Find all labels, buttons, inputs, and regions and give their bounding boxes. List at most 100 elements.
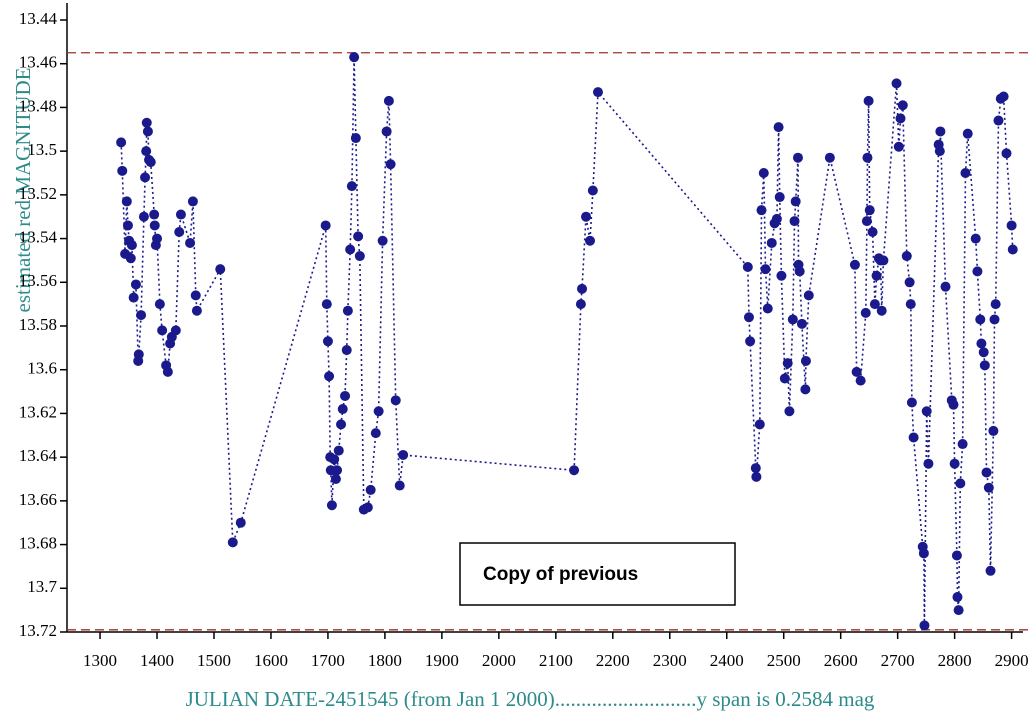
data-point bbox=[906, 397, 917, 408]
data-point bbox=[330, 474, 341, 484]
data-point bbox=[985, 565, 996, 576]
data-point bbox=[585, 235, 596, 246]
data-point bbox=[893, 141, 904, 152]
data-point bbox=[130, 279, 141, 290]
data-point bbox=[133, 349, 144, 360]
data-point bbox=[955, 478, 966, 489]
data-point bbox=[1001, 148, 1012, 159]
data-point bbox=[904, 277, 915, 288]
data-point bbox=[326, 500, 337, 511]
data-point bbox=[121, 196, 132, 207]
y-tick-label: 13.64 bbox=[19, 446, 58, 465]
data-point bbox=[951, 550, 962, 561]
data-point bbox=[962, 128, 973, 139]
data-point bbox=[895, 113, 906, 124]
data-point bbox=[800, 355, 811, 366]
data-point bbox=[1006, 220, 1017, 231]
data-point bbox=[157, 325, 168, 336]
data-point bbox=[142, 126, 153, 137]
data-point bbox=[154, 299, 165, 310]
data-point bbox=[864, 205, 875, 216]
data-point bbox=[919, 620, 930, 631]
data-point bbox=[800, 384, 811, 395]
data-point bbox=[988, 425, 999, 436]
data-point bbox=[891, 78, 902, 89]
data-point bbox=[215, 264, 226, 275]
data-point bbox=[381, 126, 392, 137]
data-point bbox=[758, 168, 769, 178]
data-point bbox=[952, 592, 963, 603]
data-point bbox=[385, 159, 396, 170]
data-point bbox=[324, 371, 335, 382]
data-point bbox=[766, 237, 777, 248]
data-point bbox=[993, 115, 1004, 126]
data-point bbox=[742, 261, 753, 272]
data-point bbox=[789, 216, 800, 227]
data-point bbox=[353, 231, 364, 242]
data-point bbox=[362, 502, 373, 513]
data-point bbox=[187, 196, 198, 207]
data-point bbox=[782, 358, 793, 369]
data-point bbox=[136, 310, 147, 321]
y-tick-label: 13.66 bbox=[19, 490, 57, 509]
data-point bbox=[876, 305, 887, 316]
data-point bbox=[990, 299, 1001, 310]
x-tick-label: 2700 bbox=[881, 651, 915, 670]
data-point bbox=[779, 373, 790, 384]
y-tick-label: 13.54 bbox=[19, 227, 58, 246]
data-point bbox=[861, 216, 872, 227]
y-tick-label: 13.58 bbox=[19, 315, 57, 334]
x-tick-label: 2400 bbox=[710, 651, 744, 670]
data-point bbox=[918, 548, 929, 559]
data-point bbox=[774, 192, 785, 203]
data-point bbox=[170, 325, 181, 336]
data-point bbox=[935, 126, 946, 137]
data-point bbox=[979, 360, 990, 371]
data-point bbox=[149, 220, 160, 231]
data-point bbox=[750, 463, 761, 474]
data-point bbox=[145, 157, 156, 168]
data-point bbox=[762, 303, 773, 314]
x-tick-label: 2800 bbox=[938, 651, 972, 670]
data-point bbox=[141, 117, 152, 128]
data-point bbox=[383, 95, 394, 106]
y-axis-title: estimated red MAGNITUDE bbox=[11, 68, 35, 313]
y-tick-label: 13.46 bbox=[19, 53, 57, 72]
data-point bbox=[751, 471, 762, 482]
data-point bbox=[332, 465, 343, 476]
data-point bbox=[760, 264, 771, 275]
data-point bbox=[976, 338, 987, 349]
data-point bbox=[398, 449, 409, 460]
data-point bbox=[824, 152, 835, 163]
data-point bbox=[975, 314, 986, 325]
data-point bbox=[923, 458, 934, 469]
x-tick-label: 1700 bbox=[311, 651, 345, 670]
y-tick-label: 13.52 bbox=[19, 184, 57, 203]
data-point bbox=[773, 122, 784, 133]
data-point bbox=[190, 290, 201, 301]
data-point bbox=[577, 283, 588, 294]
data-point bbox=[152, 233, 163, 244]
data-point bbox=[373, 406, 384, 417]
x-tick-label: 2200 bbox=[596, 651, 630, 670]
data-point bbox=[869, 299, 880, 310]
data-point bbox=[743, 312, 754, 323]
data-point bbox=[792, 152, 803, 163]
data-point bbox=[354, 251, 365, 262]
x-tick-label: 2600 bbox=[824, 651, 858, 670]
y-tick-label: 13.7 bbox=[27, 577, 57, 596]
data-point bbox=[377, 235, 388, 246]
data-point bbox=[126, 240, 137, 251]
annotation: Copy of previous bbox=[483, 564, 638, 585]
x-tick-label: 2900 bbox=[995, 651, 1029, 670]
data-point bbox=[346, 181, 357, 192]
y-tick-label: 13.6 bbox=[27, 359, 57, 378]
data-point bbox=[370, 428, 381, 439]
data-point bbox=[125, 253, 136, 264]
x-tick-label: 2000 bbox=[482, 651, 516, 670]
data-point bbox=[174, 227, 185, 238]
data-point bbox=[787, 314, 798, 325]
data-point bbox=[592, 87, 603, 98]
